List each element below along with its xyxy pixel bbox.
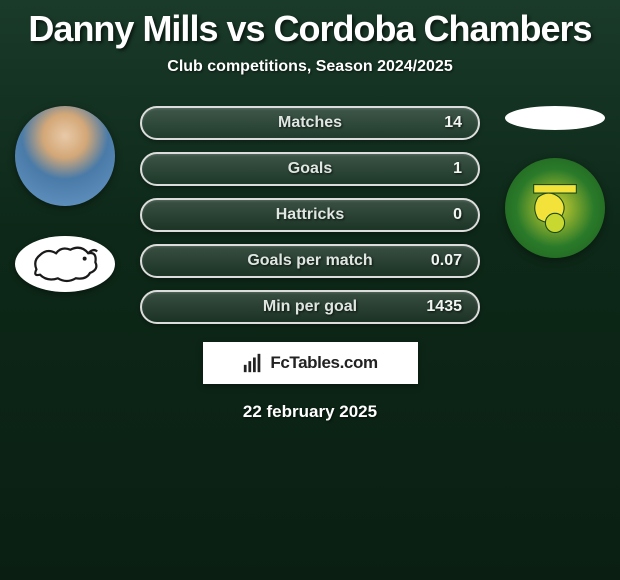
stat-row-hattricks: Hattricks 0 bbox=[140, 198, 480, 232]
stat-row-min-per-goal: Min per goal 1435 bbox=[140, 290, 480, 324]
stat-label: Min per goal bbox=[263, 298, 357, 316]
player-photo-left bbox=[15, 106, 115, 206]
stat-value: 0.07 bbox=[431, 252, 462, 270]
stat-label: Goals per match bbox=[247, 252, 372, 270]
right-column bbox=[500, 106, 610, 258]
stat-value: 14 bbox=[444, 114, 462, 132]
stat-row-matches: Matches 14 bbox=[140, 106, 480, 140]
content-area: Matches 14 Goals 1 Hattricks 0 Goals per… bbox=[0, 106, 620, 422]
stats-list: Matches 14 Goals 1 Hattricks 0 Goals per… bbox=[140, 106, 480, 324]
ram-icon bbox=[20, 239, 110, 289]
date-text: 22 february 2025 bbox=[0, 402, 620, 422]
page-title: Danny Mills vs Cordoba Chambers bbox=[0, 0, 620, 50]
crest-norwich bbox=[505, 158, 605, 258]
stat-value: 1 bbox=[453, 160, 462, 178]
stat-row-goals: Goals 1 bbox=[140, 152, 480, 186]
stat-value: 1435 bbox=[426, 298, 462, 316]
crest-derby bbox=[15, 236, 115, 292]
brand-text: FcTables.com bbox=[270, 353, 377, 373]
stat-label: Matches bbox=[278, 114, 342, 132]
brand-box[interactable]: FcTables.com bbox=[203, 342, 418, 384]
stat-value: 0 bbox=[453, 206, 462, 224]
barchart-icon bbox=[242, 352, 264, 374]
stat-row-goals-per-match: Goals per match 0.07 bbox=[140, 244, 480, 278]
crest-swansea bbox=[505, 106, 605, 130]
stat-label: Hattricks bbox=[276, 206, 344, 224]
subtitle: Club competitions, Season 2024/2025 bbox=[0, 58, 620, 76]
stat-label: Goals bbox=[288, 160, 332, 178]
left-column bbox=[10, 106, 120, 292]
canary-icon bbox=[523, 176, 587, 240]
